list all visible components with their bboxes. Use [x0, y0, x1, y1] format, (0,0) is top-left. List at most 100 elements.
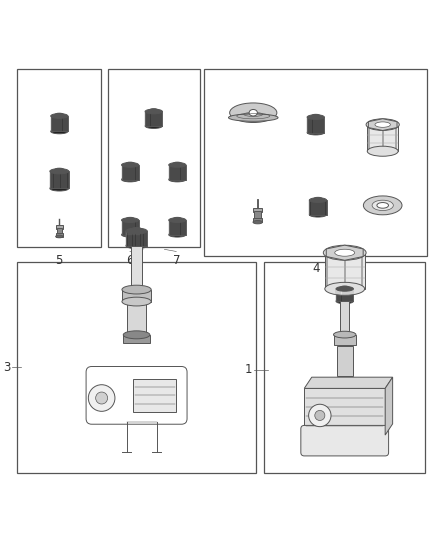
Ellipse shape: [169, 163, 186, 167]
Ellipse shape: [122, 232, 139, 237]
Bar: [325, 253, 364, 289]
Bar: [264, 262, 425, 472]
Ellipse shape: [149, 109, 158, 112]
Ellipse shape: [126, 243, 147, 248]
Ellipse shape: [309, 212, 327, 217]
Polygon shape: [326, 245, 363, 260]
Text: 4: 4: [312, 262, 319, 275]
Ellipse shape: [123, 331, 150, 339]
Ellipse shape: [122, 218, 139, 222]
Ellipse shape: [307, 130, 324, 135]
Ellipse shape: [367, 146, 398, 156]
Bar: [18, 262, 256, 472]
Circle shape: [309, 404, 331, 426]
Bar: [333, 335, 356, 344]
Bar: [340, 301, 349, 338]
Ellipse shape: [253, 221, 262, 224]
Ellipse shape: [169, 232, 186, 237]
Bar: [18, 69, 101, 247]
Bar: [145, 111, 162, 126]
Ellipse shape: [51, 114, 68, 118]
Ellipse shape: [364, 196, 402, 215]
Ellipse shape: [249, 109, 258, 116]
Text: 1: 1: [245, 363, 252, 376]
Bar: [367, 125, 398, 151]
Bar: [254, 211, 261, 217]
Bar: [50, 171, 69, 188]
Ellipse shape: [325, 282, 364, 295]
Ellipse shape: [230, 103, 277, 123]
Ellipse shape: [336, 299, 353, 304]
Bar: [122, 220, 139, 235]
Bar: [51, 116, 68, 132]
Ellipse shape: [375, 122, 390, 127]
Bar: [123, 335, 150, 343]
Ellipse shape: [307, 115, 324, 119]
Ellipse shape: [55, 113, 64, 116]
Ellipse shape: [309, 198, 327, 203]
Bar: [56, 225, 63, 229]
Circle shape: [88, 385, 115, 411]
Ellipse shape: [50, 186, 69, 191]
Ellipse shape: [145, 109, 162, 114]
Ellipse shape: [56, 235, 63, 238]
FancyBboxPatch shape: [301, 425, 389, 456]
Bar: [307, 117, 324, 133]
Ellipse shape: [314, 197, 322, 200]
Bar: [122, 289, 151, 302]
Ellipse shape: [173, 217, 182, 220]
Ellipse shape: [340, 286, 349, 289]
FancyBboxPatch shape: [86, 367, 187, 424]
Ellipse shape: [333, 331, 356, 338]
Bar: [133, 379, 177, 412]
Polygon shape: [385, 377, 392, 435]
Text: 3: 3: [3, 361, 10, 374]
Bar: [108, 69, 200, 247]
Ellipse shape: [126, 228, 147, 234]
Ellipse shape: [122, 163, 139, 167]
Polygon shape: [368, 119, 397, 131]
Ellipse shape: [323, 245, 366, 260]
Bar: [304, 389, 385, 435]
Bar: [56, 233, 63, 237]
Circle shape: [95, 392, 108, 404]
Bar: [169, 165, 186, 180]
Ellipse shape: [131, 228, 142, 231]
Polygon shape: [304, 377, 392, 389]
Bar: [57, 228, 62, 233]
Ellipse shape: [311, 114, 320, 117]
Text: 6: 6: [126, 254, 134, 266]
Bar: [337, 346, 353, 376]
Bar: [122, 165, 139, 180]
Ellipse shape: [173, 162, 182, 165]
Ellipse shape: [122, 177, 139, 182]
Ellipse shape: [229, 114, 278, 122]
Ellipse shape: [126, 162, 134, 165]
Ellipse shape: [335, 249, 355, 256]
Ellipse shape: [50, 168, 69, 174]
Ellipse shape: [126, 217, 134, 220]
Text: 7: 7: [173, 254, 180, 266]
Ellipse shape: [169, 177, 186, 182]
Bar: [131, 246, 142, 297]
Bar: [204, 69, 427, 256]
Ellipse shape: [51, 129, 68, 134]
Ellipse shape: [377, 203, 389, 208]
Bar: [127, 302, 146, 339]
Ellipse shape: [336, 286, 353, 291]
Bar: [253, 217, 262, 222]
Ellipse shape: [55, 168, 64, 172]
Circle shape: [315, 410, 325, 421]
Ellipse shape: [122, 297, 151, 306]
Ellipse shape: [145, 124, 162, 128]
Text: 5: 5: [56, 254, 63, 266]
Bar: [126, 231, 147, 246]
Ellipse shape: [366, 119, 399, 131]
Bar: [309, 200, 327, 215]
Bar: [336, 289, 353, 301]
Ellipse shape: [372, 200, 393, 211]
Ellipse shape: [169, 218, 186, 222]
Ellipse shape: [122, 285, 151, 294]
Bar: [254, 208, 262, 212]
Bar: [169, 220, 186, 235]
